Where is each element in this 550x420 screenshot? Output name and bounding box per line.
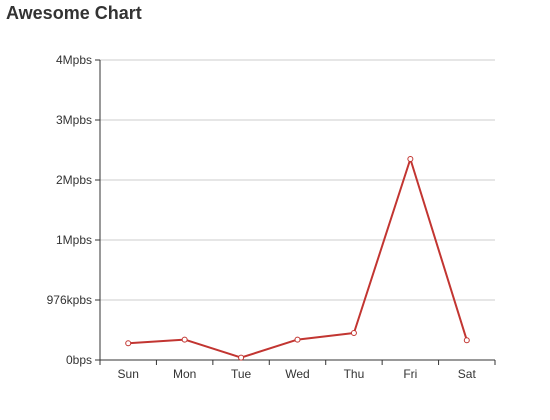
series-line — [128, 158, 468, 359]
x-tick-label: Sun — [118, 367, 139, 381]
y-tick-label: 3Mpbs — [56, 113, 92, 127]
x-tick-label: Fri — [403, 367, 417, 381]
y-tick-label: 1Mpbs — [56, 233, 92, 247]
y-tick-label: 0bps — [66, 353, 92, 367]
axes — [95, 59, 496, 365]
y-tick-label: 2Mpbs — [56, 173, 92, 187]
series — [125, 156, 470, 361]
x-tick-label: Thu — [344, 367, 365, 381]
gridlines — [100, 59, 495, 301]
x-tick-label: Wed — [285, 367, 309, 381]
data-point[interactable] — [407, 156, 414, 162]
data-point[interactable] — [463, 337, 470, 344]
x-tick-label: Mon — [173, 367, 196, 381]
x-tick-label: Sat — [458, 367, 477, 381]
tick-labels: 0bps 976kpbs 1Mpbs 2Mpbs 3Mpbs 4Mpbs Sun Mon Tue… — [47, 53, 477, 381]
data-point[interactable] — [181, 336, 188, 343]
data-point[interactable] — [294, 336, 301, 343]
y-tick-label: 4Mpbs — [56, 53, 92, 67]
data-point[interactable] — [238, 354, 245, 361]
x-tick-label: Tue — [231, 367, 252, 381]
data-point[interactable] — [350, 330, 357, 336]
y-tick-label: 976kpbs — [47, 293, 92, 307]
data-point[interactable] — [125, 340, 132, 347]
chart-title: Awesome Chart — [6, 3, 142, 23]
